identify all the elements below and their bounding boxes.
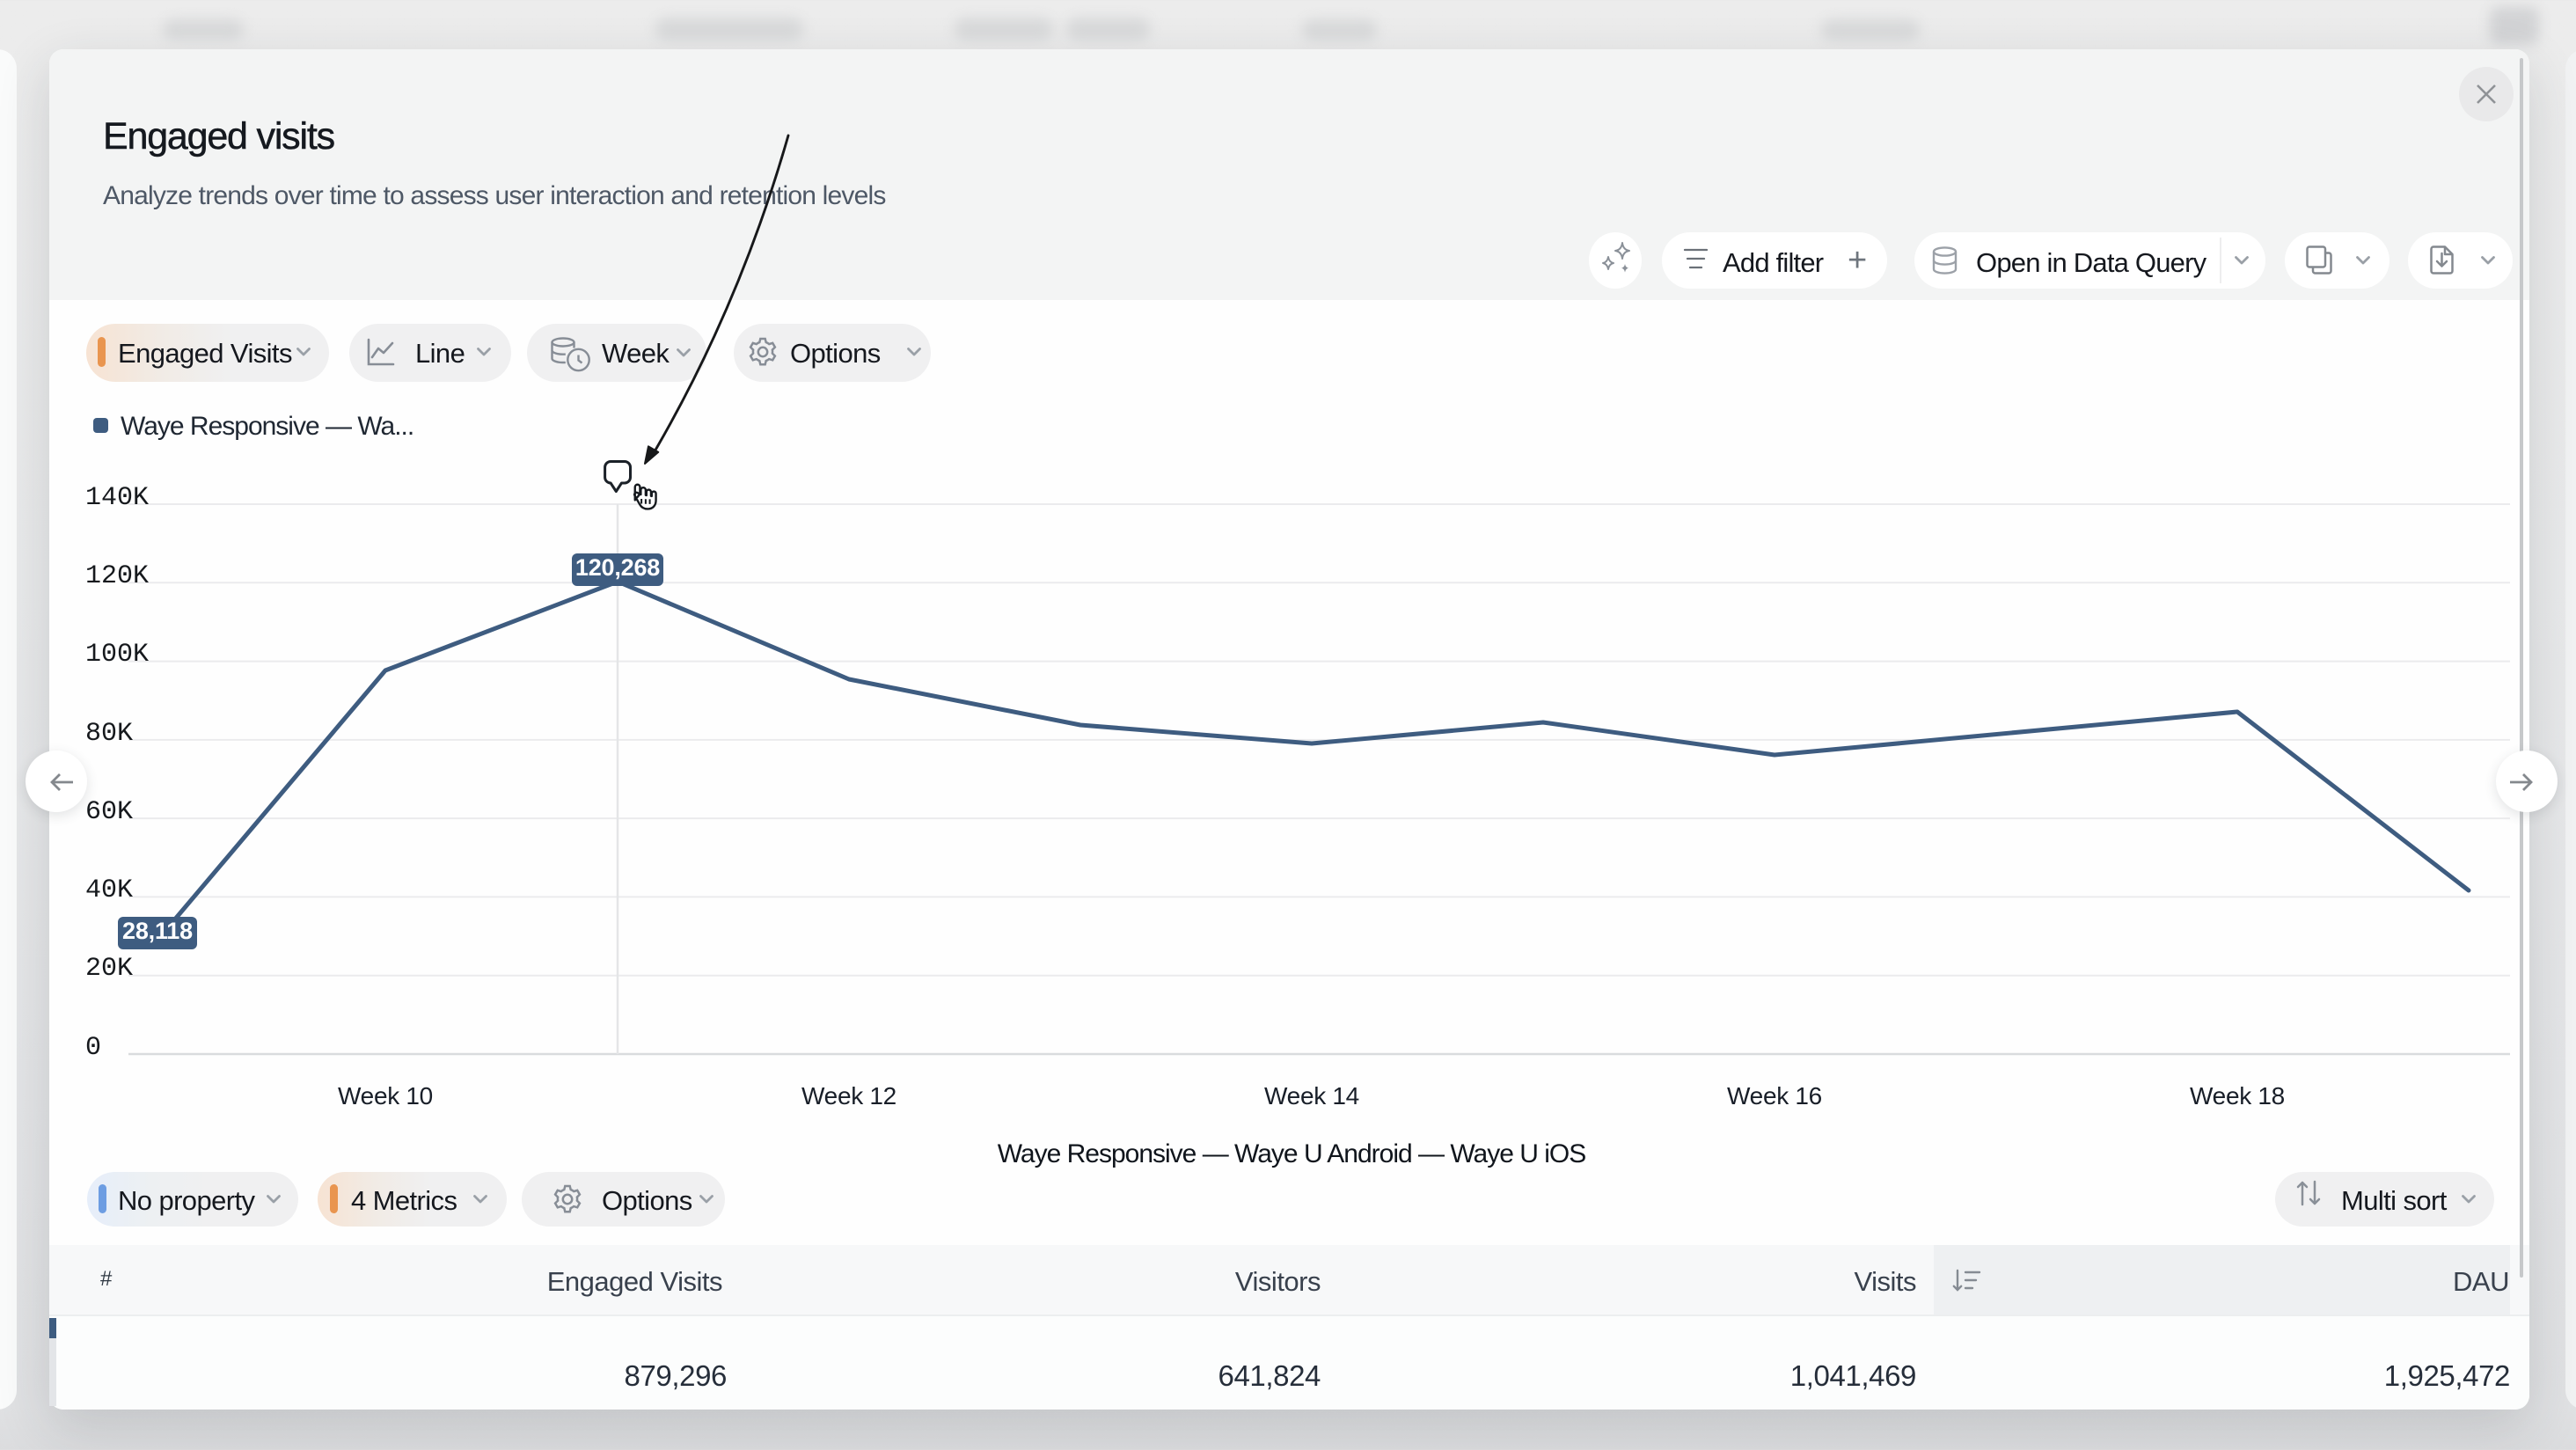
svg-text:0: 0 [85,1033,101,1063]
svg-text:Week 16: Week 16 [1727,1082,1822,1109]
svg-text:120,268: 120,268 [575,554,660,581]
svg-text:Week 18: Week 18 [2190,1082,2285,1109]
svg-text:Week 10: Week 10 [338,1082,433,1109]
svg-text:40K: 40K [85,875,133,905]
svg-text:100K: 100K [85,640,149,670]
svg-text:Waye Responsive — Waye U Andro: Waye Responsive — Waye U Android — Waye … [998,1139,1586,1168]
svg-text:120K: 120K [85,561,149,591]
svg-text:Week 12: Week 12 [801,1082,896,1109]
svg-text:20K: 20K [85,954,133,984]
svg-text:80K: 80K [85,719,133,749]
svg-text:60K: 60K [85,797,133,827]
svg-text:28,118: 28,118 [122,918,193,944]
svg-text:Week 14: Week 14 [1264,1082,1359,1109]
svg-text:140K: 140K [85,483,149,513]
